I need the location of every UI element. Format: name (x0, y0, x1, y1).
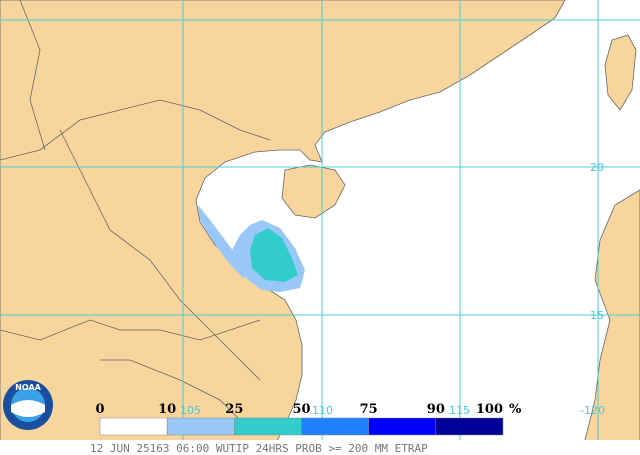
logo-wave (11, 400, 45, 417)
legend: 0 10 25 50 75 90 100 (95, 402, 504, 436)
mainland (0, 0, 566, 455)
noaa-logo: NOAA (3, 380, 53, 430)
legend-swatch (166, 417, 235, 436)
legend-label: 50 (292, 402, 310, 417)
prob-10-coast (198, 205, 250, 278)
lon-label: 115 (449, 404, 470, 417)
legend-unit: % (509, 402, 522, 417)
legend-label: 100 (476, 402, 503, 417)
lon-label: 110 (312, 404, 333, 417)
legend-swatch (368, 417, 437, 436)
caption-bar (0, 440, 640, 455)
probability-area (198, 205, 305, 292)
legend-label: 25 (225, 402, 243, 417)
lon-label: -120 (580, 404, 605, 417)
caption: 12 JUN 25163 06:00 WUTIP 24HRS PROB >= 2… (90, 442, 428, 455)
legend-swatch (99, 417, 168, 436)
prob-25 (250, 228, 298, 282)
legend-swatch (435, 417, 504, 436)
taiwan (604, 34, 637, 111)
philippines (584, 189, 640, 455)
legend-label: 10 (158, 402, 176, 417)
logo-text: NOAA (15, 383, 41, 392)
lat-label: 15 (590, 309, 604, 322)
legend-swatch (301, 417, 369, 436)
legend-label: 0 (95, 402, 104, 417)
lon-label: 105 (180, 404, 201, 417)
legend-label: 90 (427, 402, 445, 417)
graticule (0, 0, 640, 440)
lat-label: 20 (590, 161, 604, 174)
legend-swatch (234, 417, 302, 436)
borders (0, 0, 271, 421)
legend-label: 75 (360, 402, 378, 417)
